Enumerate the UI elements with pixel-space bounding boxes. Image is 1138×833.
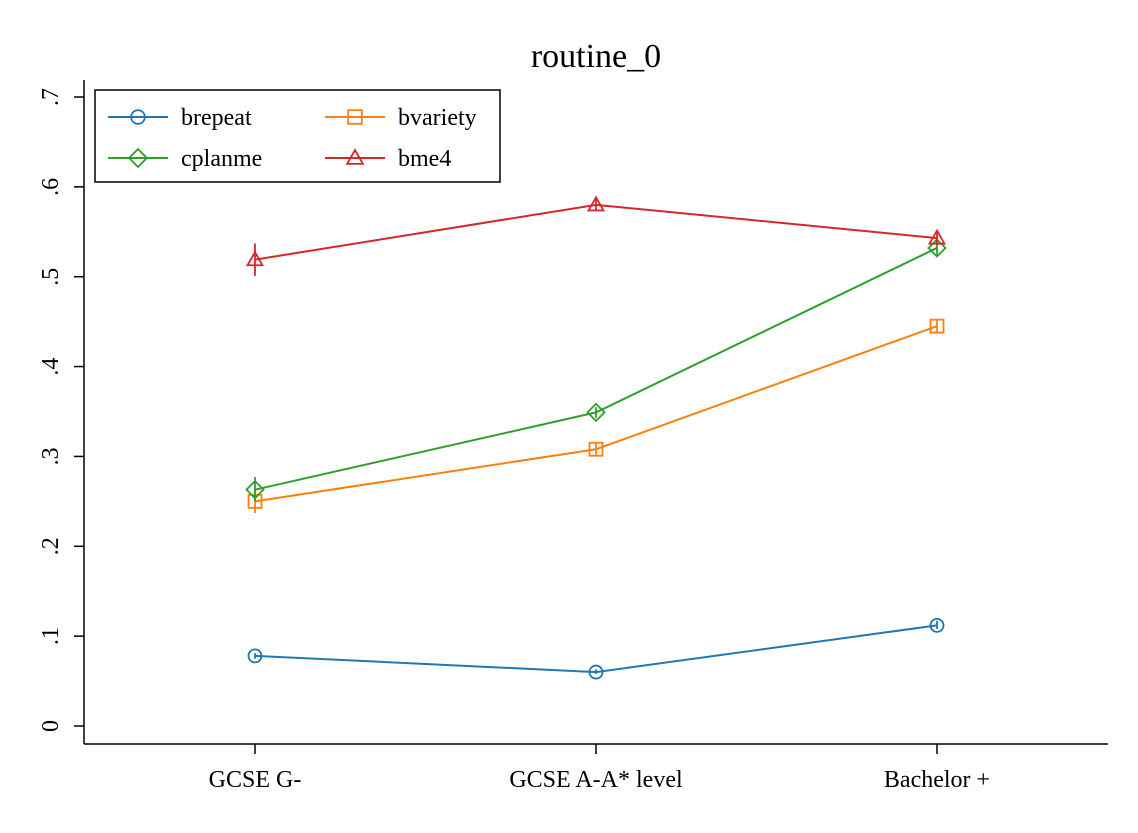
- data-point-bvariety: [929, 318, 945, 334]
- data-point-bme4: [245, 250, 265, 267]
- x-tick-label: GCSE A-A* level: [509, 767, 683, 793]
- x-axis-ticks: GCSE G- GCSE A-A* level Bachelor +: [209, 744, 990, 793]
- y-tick-label: .7: [38, 88, 64, 106]
- data-point-cplanme: [586, 402, 606, 423]
- series-layer: [245, 195, 947, 680]
- legend-marker-bme4: [345, 148, 365, 165]
- data-point-cplanme: [245, 479, 265, 500]
- legend-box: [94, 89, 501, 183]
- data-point-brepeat: [247, 648, 263, 664]
- legend-item-brepeat: brepeat: [108, 105, 252, 131]
- legend-label-brepeat: brepeat: [181, 105, 252, 131]
- data-point-bvariety: [588, 441, 604, 457]
- legend-marker-bvariety: [347, 109, 363, 125]
- data-point-cplanme: [927, 238, 947, 258]
- x-tick-label: Bachelor +: [884, 767, 990, 793]
- series-brepeat: [247, 617, 945, 680]
- series-bvariety: [247, 318, 945, 514]
- series-bme4: [245, 195, 947, 276]
- legend: brepeat bvariety cplanme bme4: [94, 89, 501, 183]
- y-tick-label: .3: [38, 447, 64, 465]
- legend-item-cplanme: cplanme: [108, 146, 262, 172]
- legend-label-bvariety: bvariety: [398, 105, 477, 131]
- legend-label-cplanme: cplanme: [181, 146, 262, 172]
- legend-item-bme4: bme4: [325, 146, 451, 172]
- y-tick-label: .4: [38, 358, 64, 376]
- y-tick-label: .5: [38, 268, 64, 286]
- data-point-bme4: [927, 228, 947, 245]
- y-axis-ticks: 0 .1 .2 .3 .4 .5 .6 .7: [38, 88, 84, 732]
- y-tick-label: .6: [38, 178, 64, 196]
- data-point-bme4: [586, 195, 606, 212]
- data-point-brepeat: [929, 617, 945, 633]
- chart-title: routine_0: [531, 38, 661, 75]
- y-tick-label: 0: [38, 720, 64, 732]
- data-point-brepeat: [588, 664, 604, 680]
- legend-items: brepeat bvariety cplanme bme4: [108, 105, 477, 172]
- legend-marker-brepeat: [130, 109, 146, 125]
- y-tick-label: .2: [38, 537, 64, 555]
- legend-marker-cplanme: [127, 147, 149, 169]
- y-tick-label: .1: [38, 627, 64, 645]
- x-tick-label: GCSE G-: [209, 767, 302, 793]
- legend-label-bme4: bme4: [398, 146, 451, 172]
- legend-item-bvariety: bvariety: [325, 105, 477, 131]
